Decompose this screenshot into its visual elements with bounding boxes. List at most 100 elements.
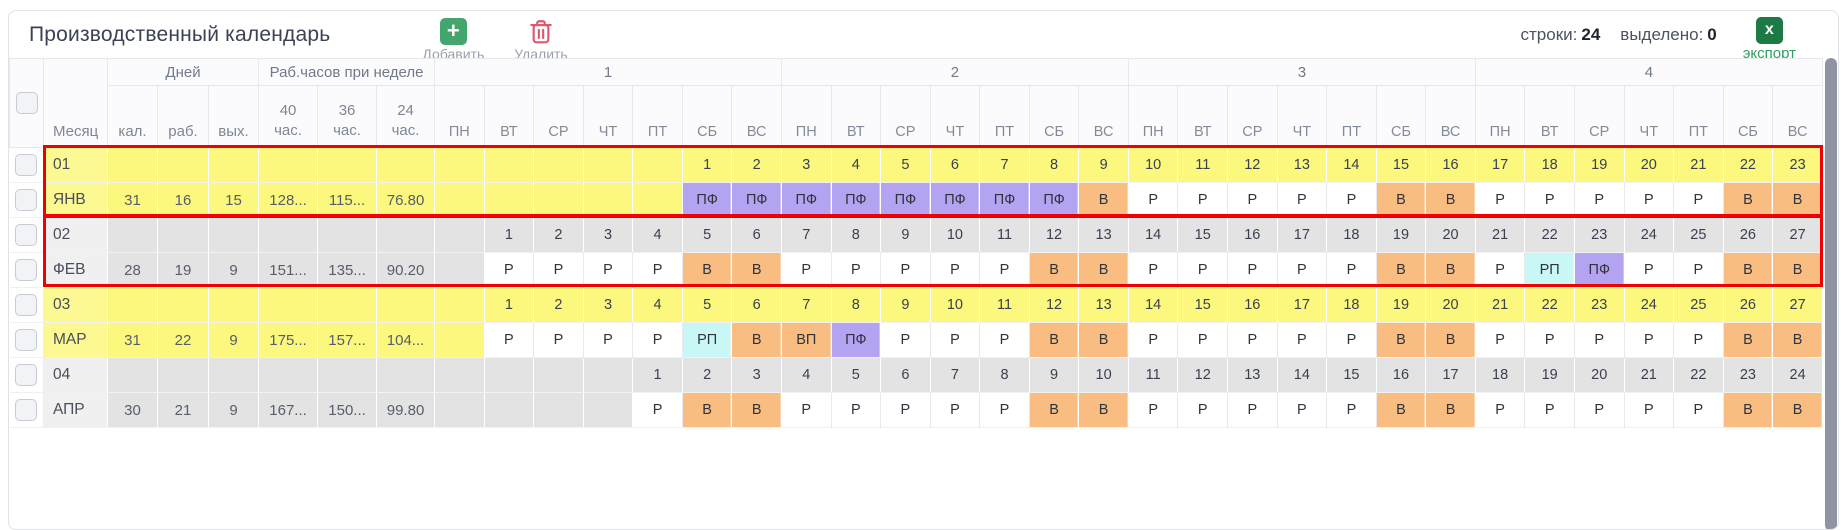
day-number-cell[interactable]: 5 [682,217,733,253]
day-code-cell[interactable]: Р [1277,392,1328,428]
month-cell[interactable]: ЯНВ [43,182,108,218]
day-number-cell[interactable] [434,287,485,323]
day-number-cell[interactable]: 8 [979,357,1030,393]
day-code-cell[interactable]: Р [583,322,634,358]
day-code-cell[interactable]: Р [484,252,535,288]
day-number-cell[interactable]: 13 [1078,287,1129,323]
day-number-cell[interactable]: 23 [1723,357,1774,393]
stat-cell[interactable]: 30 [107,392,158,428]
day-code-cell[interactable]: Р [1277,182,1328,218]
day-number-cell[interactable]: 22 [1524,287,1575,323]
day-number-cell[interactable]: 13 [1227,357,1278,393]
day-number-cell[interactable]: 11 [1128,357,1179,393]
stat-cell[interactable]: 76.80 [376,182,436,218]
day-number-cell[interactable]: 2 [682,357,733,393]
day-code-cell[interactable]: ПФ [682,182,733,218]
day-number-cell[interactable]: 21 [1475,287,1526,323]
day-number-cell[interactable]: 4 [781,357,832,393]
day-number-cell[interactable]: 1 [484,217,535,253]
day-code-cell[interactable]: Р [930,392,981,428]
day-code-cell[interactable]: Р [1177,182,1229,218]
stat-cell[interactable]: 21 [157,392,209,428]
day-code-cell[interactable]: В [1772,182,1823,218]
day-code-cell[interactable]: Р [831,252,882,288]
day-code-cell[interactable]: В [1029,392,1080,428]
day-number-cell[interactable]: 21 [1475,217,1526,253]
day-code-cell[interactable]: ПФ [880,182,931,218]
day-code-cell[interactable]: В [1723,392,1774,428]
day-number-cell[interactable]: 17 [1425,357,1476,393]
day-number-cell[interactable] [484,147,535,183]
stat-cell[interactable] [376,217,436,253]
day-number-cell[interactable]: 15 [1376,147,1427,183]
day-number-cell[interactable]: 2 [731,147,782,183]
day-code-cell[interactable] [533,182,584,218]
day-number-cell[interactable]: 19 [1376,217,1427,253]
stat-cell[interactable] [208,287,260,323]
day-code-cell[interactable]: Р [831,392,882,428]
day-number-cell[interactable]: 11 [979,287,1030,323]
stat-cell[interactable] [107,287,158,323]
day-number-cell[interactable]: 5 [831,357,882,393]
stat-cell[interactable] [258,217,319,253]
day-number-cell[interactable]: 15 [1326,357,1377,393]
day-number-cell[interactable]: 21 [1624,357,1675,393]
day-code-cell[interactable]: ПФ [979,182,1030,218]
day-number-cell[interactable]: 22 [1524,217,1575,253]
day-number-cell[interactable] [484,357,535,393]
day-code-cell[interactable]: В [1029,252,1080,288]
day-code-cell[interactable]: В [1078,252,1129,288]
day-code-cell[interactable]: Р [1673,252,1724,288]
stat-cell[interactable] [317,147,378,183]
day-number-cell[interactable]: 6 [731,287,782,323]
day-code-cell[interactable]: В [1376,252,1427,288]
day-code-cell[interactable]: Р [1524,182,1575,218]
stat-cell[interactable] [317,287,378,323]
day-number-cell[interactable]: 3 [583,287,634,323]
day-code-cell[interactable]: Р [1128,392,1179,428]
day-number-cell[interactable]: 2 [533,287,584,323]
day-code-cell[interactable]: Р [979,322,1030,358]
stat-cell[interactable]: 9 [208,252,260,288]
day-code-cell[interactable]: Р [880,252,931,288]
stat-cell[interactable]: 175... [258,322,319,358]
day-code-cell[interactable] [484,392,535,428]
day-number-cell[interactable]: 20 [1425,287,1476,323]
stat-cell[interactable]: 9 [208,392,260,428]
day-number-cell[interactable]: 11 [1177,147,1229,183]
day-code-cell[interactable]: В [1772,252,1823,288]
day-code-cell[interactable]: ПФ [1574,252,1625,288]
day-number-cell[interactable]: 25 [1673,287,1724,323]
day-number-cell[interactable]: 13 [1277,147,1328,183]
day-number-cell[interactable]: 12 [1029,217,1080,253]
day-code-cell[interactable]: В [1425,252,1476,288]
day-number-cell[interactable]: 2 [533,217,584,253]
day-code-cell[interactable]: Р [1326,322,1377,358]
day-number-cell[interactable]: 10 [1078,357,1129,393]
day-number-cell[interactable]: 24 [1624,287,1675,323]
day-code-cell[interactable]: Р [1326,392,1377,428]
day-code-cell[interactable]: РП [1524,252,1575,288]
day-code-cell[interactable]: Р [1277,322,1328,358]
day-number-cell[interactable]: 6 [731,217,782,253]
day-code-cell[interactable]: В [1723,252,1774,288]
day-number-cell[interactable]: 20 [1574,357,1625,393]
day-code-cell[interactable]: В [1078,182,1129,218]
stat-cell[interactable]: 19 [157,252,209,288]
day-code-cell[interactable]: Р [1177,322,1229,358]
day-code-cell[interactable]: Р [484,322,535,358]
day-number-cell[interactable]: 23 [1772,147,1823,183]
day-number-cell[interactable]: 16 [1425,147,1476,183]
day-code-cell[interactable]: Р [880,392,931,428]
day-number-cell[interactable]: 18 [1475,357,1526,393]
day-code-cell[interactable]: Р [583,252,634,288]
day-code-cell[interactable]: Р [1128,182,1179,218]
day-number-cell[interactable]: 16 [1227,287,1278,323]
day-number-cell[interactable]: 27 [1772,287,1823,323]
stat-cell[interactable] [107,147,158,183]
stat-cell[interactable]: 151... [258,252,319,288]
day-number-cell[interactable]: 12 [1029,287,1080,323]
day-code-cell[interactable]: В [731,322,782,358]
day-number-cell[interactable]: 10 [930,217,981,253]
stat-cell[interactable] [376,287,436,323]
